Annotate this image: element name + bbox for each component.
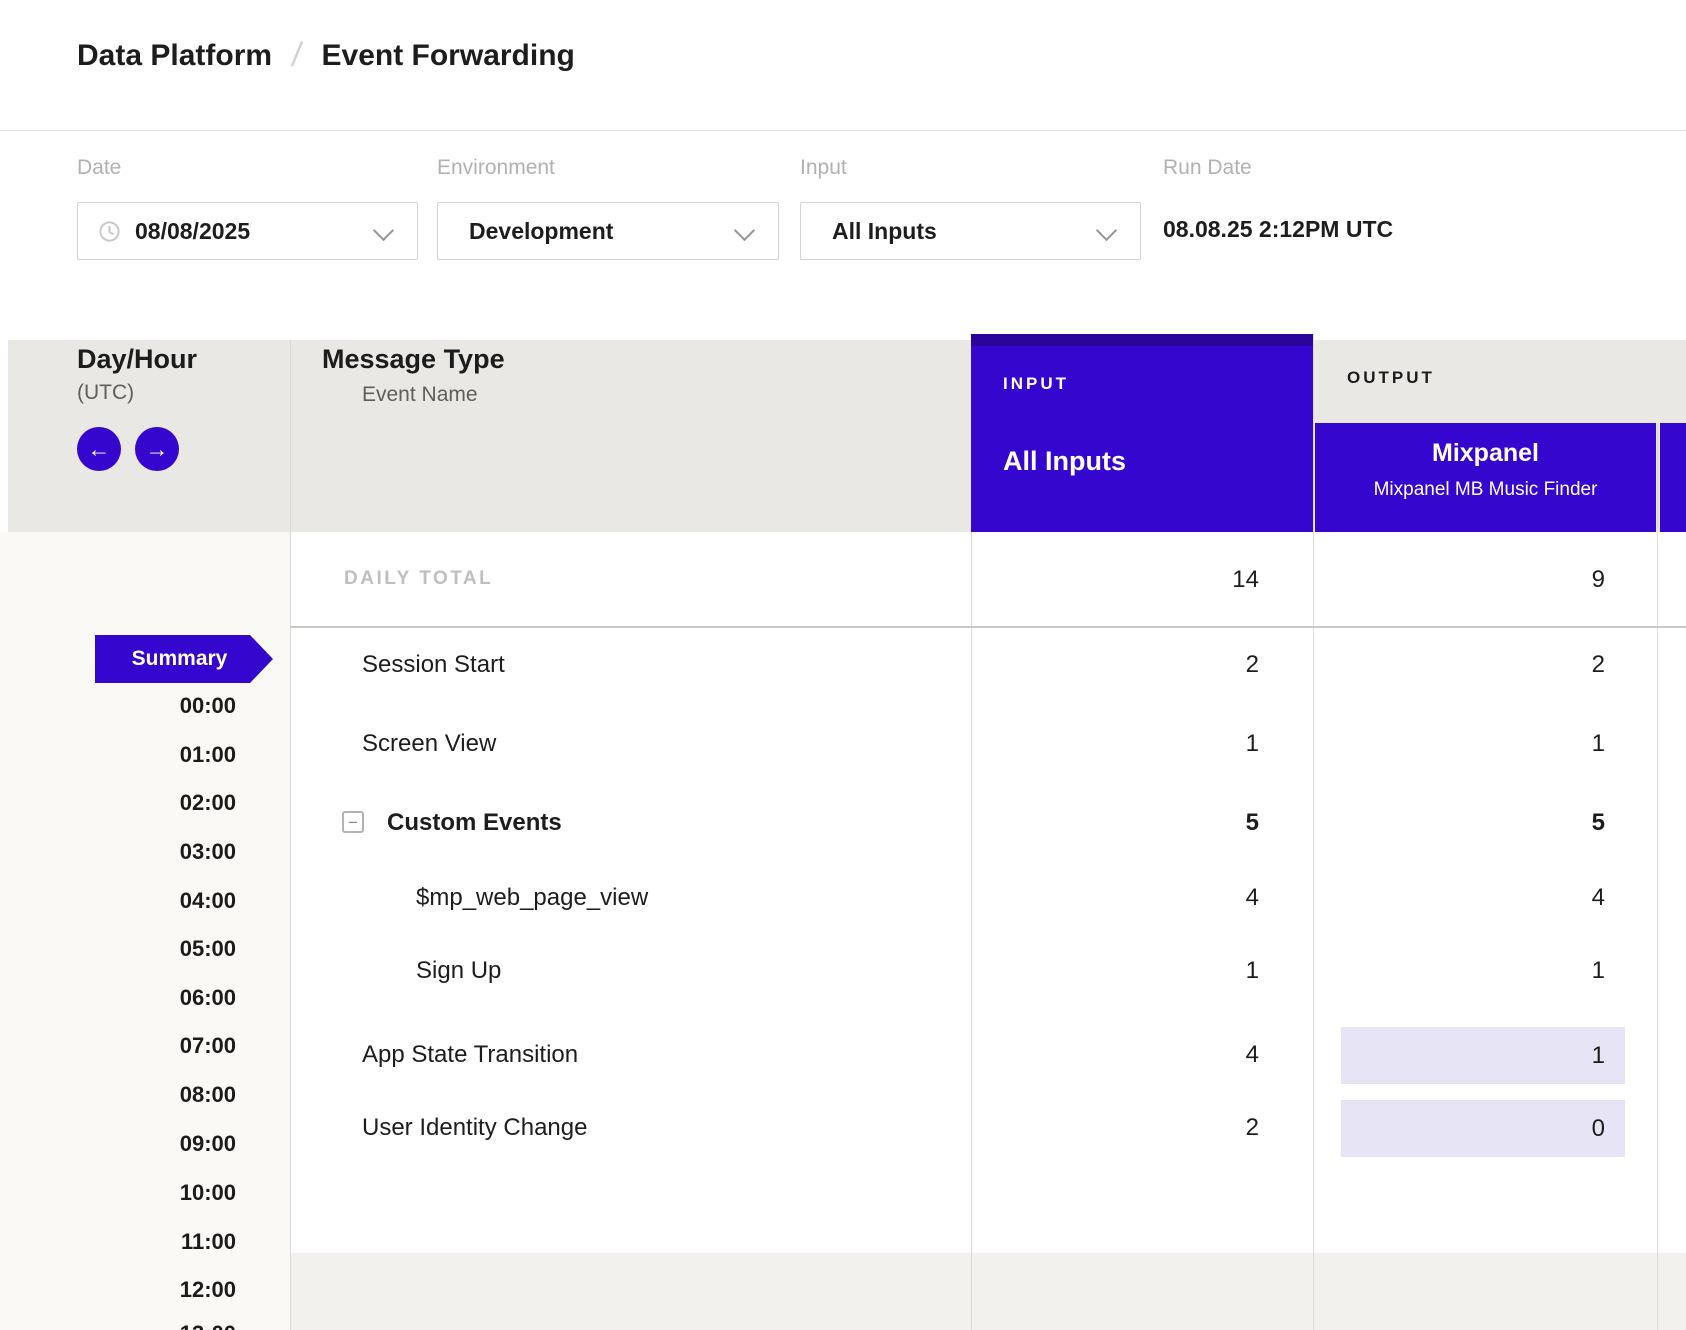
event-row-output-value: 0 (1592, 1115, 1605, 1143)
event-forwarding-page: Data Platform / Event Forwarding Date En… (0, 0, 1686, 1330)
environment-select[interactable]: Development (437, 202, 779, 260)
breadcrumb-separator: / (289, 36, 304, 75)
message-type-column-title: Message Type (322, 344, 505, 375)
input-column-cap (971, 334, 1313, 346)
date-filter-label: Date (77, 156, 121, 180)
event-row-output-value: 2 (1315, 651, 1605, 679)
event-row-label: App State Transition (362, 1041, 578, 1069)
output-column-header[interactable]: Mixpanel Mixpanel MB Music Finder (1315, 423, 1656, 532)
date-select[interactable]: 08/08/2025 (77, 202, 418, 260)
event-row-output-value: 5 (1315, 809, 1605, 837)
event-row-label: User Identity Change (362, 1114, 587, 1142)
environment-filter-label: Environment (437, 156, 555, 180)
run-date-label: Run Date (1163, 156, 1252, 180)
hour-item[interactable]: 13:00 (0, 1321, 236, 1330)
hour-item[interactable]: 08:00 (0, 1082, 236, 1110)
input-select[interactable]: All Inputs (800, 202, 1141, 260)
hour-item[interactable]: 04:00 (0, 888, 236, 916)
hour-item[interactable]: 03:00 (0, 839, 236, 867)
hour-item[interactable]: 07:00 (0, 1033, 236, 1061)
next-day-button[interactable]: → (135, 427, 179, 471)
event-row-output-value: 1 (1315, 957, 1605, 985)
highlighted-output-cell: 0 (1341, 1100, 1625, 1157)
page-title: Event Forwarding (322, 39, 575, 73)
message-type-column-subtitle: Event Name (362, 383, 478, 407)
minus-glyph: − (348, 814, 358, 831)
event-row-input-value: 2 (971, 651, 1259, 679)
arrow-left-icon: ← (88, 436, 111, 463)
event-row-output-value: 1 (1592, 1042, 1605, 1070)
event-row-output-value: 1 (1315, 730, 1605, 758)
event-row-input-value: 2 (971, 1114, 1259, 1142)
hour-item[interactable]: 12:00 (0, 1277, 236, 1305)
event-row-label: Session Start (362, 651, 505, 679)
hour-item[interactable]: 02:00 (0, 790, 236, 818)
input-filter-label: Input (800, 156, 847, 180)
hour-item[interactable]: 09:00 (0, 1131, 236, 1159)
event-row-label: Sign Up (416, 957, 501, 985)
event-row-input-value: 1 (971, 730, 1259, 758)
daily-total-underline (290, 626, 1686, 628)
grid-line (290, 340, 291, 1330)
previous-day-button[interactable]: ← (77, 427, 121, 471)
next-output-column-stub (1660, 423, 1686, 532)
date-select-value: 08/08/2025 (135, 218, 250, 245)
grid-line (1313, 334, 1314, 1330)
input-select-value: All Inputs (832, 218, 937, 245)
summary-tab-label: Summary (95, 647, 250, 671)
input-column-header[interactable]: INPUT All Inputs (971, 334, 1313, 532)
day-hour-column-title: Day/Hour (77, 344, 197, 375)
output-column-name: Mixpanel (1315, 439, 1656, 468)
hour-item[interactable]: 00:00 (0, 693, 236, 721)
output-column-subtitle: Mixpanel MB Music Finder (1315, 479, 1656, 501)
grid-line (1657, 423, 1658, 1330)
collapse-icon[interactable]: − (342, 811, 364, 833)
run-date-value: 08.08.25 2:12PM UTC (1163, 216, 1393, 243)
output-group-label: OUTPUT (1347, 368, 1435, 388)
event-row-input-value: 4 (971, 884, 1259, 912)
chevron-down-icon (734, 220, 755, 241)
daily-total-output-value: 9 (1315, 566, 1605, 594)
event-group-row-label: Custom Events (387, 809, 562, 837)
hour-item[interactable]: 11:00 (0, 1229, 236, 1257)
event-row-input-value: 5 (971, 809, 1259, 837)
event-row-label: Screen View (362, 730, 496, 758)
table-footer-band (291, 1253, 1686, 1330)
hour-item[interactable]: 05:00 (0, 936, 236, 964)
event-row-output-value: 4 (1315, 884, 1605, 912)
header-divider (0, 130, 1686, 131)
input-column-name: All Inputs (1003, 446, 1126, 477)
day-hour-column-subtitle: (UTC) (77, 381, 134, 405)
highlighted-output-cell: 1 (1341, 1027, 1625, 1084)
event-row-input-value: 1 (971, 957, 1259, 985)
hour-item[interactable]: 10:00 (0, 1180, 236, 1208)
hour-item[interactable]: 06:00 (0, 985, 236, 1013)
event-row-input-value: 4 (971, 1041, 1259, 1069)
clock-icon (98, 220, 121, 243)
breadcrumb: Data Platform / Event Forwarding (77, 36, 575, 75)
arrow-right-icon: → (146, 436, 169, 463)
breadcrumb-section[interactable]: Data Platform (77, 39, 272, 73)
chevron-down-icon (373, 220, 394, 241)
summary-tab[interactable]: Summary (95, 635, 273, 683)
daily-total-input-value: 14 (971, 566, 1259, 594)
event-row-label: $mp_web_page_view (416, 884, 648, 912)
environment-select-value: Development (469, 218, 613, 245)
daily-total-label: DAILY TOTAL (344, 568, 493, 590)
input-group-label: INPUT (1003, 374, 1069, 394)
hour-item[interactable]: 01:00 (0, 742, 236, 770)
chevron-down-icon (1096, 220, 1117, 241)
